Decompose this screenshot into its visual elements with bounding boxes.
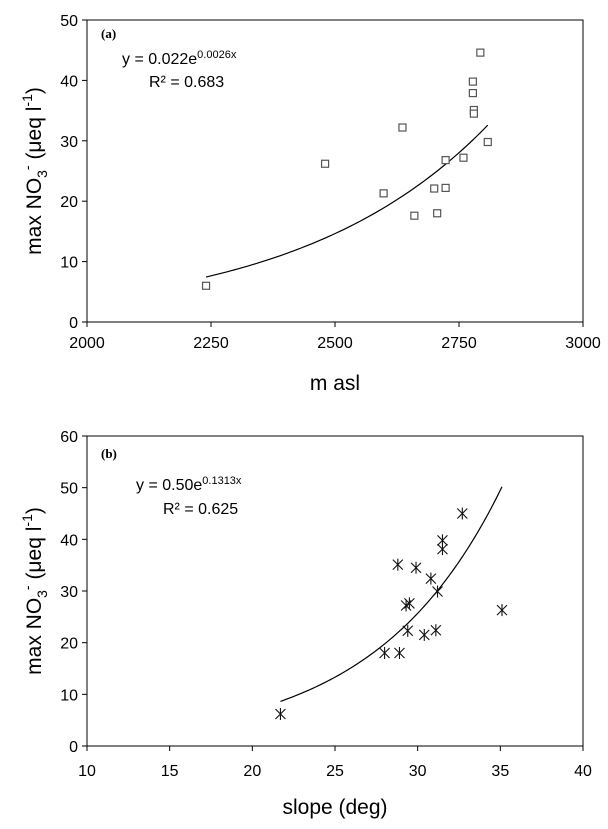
data-point <box>201 281 211 290</box>
y-tick-label: 20 <box>60 194 78 211</box>
equation-exponent: 0.0026x <box>197 49 237 61</box>
trendline <box>280 486 503 702</box>
data-point <box>441 156 450 165</box>
y-axis-title-close: ) <box>23 87 46 94</box>
y-tick-label: 50 <box>60 481 78 498</box>
x-tick-label: 10 <box>78 763 96 780</box>
y-tick-label: 10 <box>60 255 78 272</box>
y-axis-title-base: max NO <box>23 598 46 675</box>
data-point <box>459 153 468 162</box>
data-point <box>418 628 430 641</box>
y-axis-title-sub: 3 <box>34 590 50 598</box>
equation-lhs: y = 0.50e <box>136 477 202 494</box>
data-point <box>456 507 468 520</box>
data-point <box>394 647 405 659</box>
panel-label: (b) <box>101 446 117 461</box>
data-point <box>468 88 477 98</box>
y-axis-title-base: max NO <box>23 178 46 255</box>
data-point <box>483 137 492 147</box>
x-tick-label: 2500 <box>317 335 353 352</box>
y-tick-label: 30 <box>60 134 78 151</box>
trendline <box>205 124 489 278</box>
data-point <box>410 211 419 220</box>
y-axis-title-close: ) <box>23 507 46 514</box>
x-axis-title: m asl <box>310 372 360 395</box>
y-tick-label: 0 <box>69 315 78 332</box>
data-point <box>433 209 442 218</box>
y-tick-label: 40 <box>60 73 78 90</box>
equation-lhs: y = 0.022e <box>122 51 197 68</box>
data-point <box>320 159 330 168</box>
data-point <box>468 77 477 86</box>
x-tick-label: 2750 <box>441 335 477 352</box>
x-tick-label: 2000 <box>69 335 105 352</box>
x-axis-title: slope (deg) <box>282 796 387 819</box>
data-point <box>432 585 443 598</box>
panel-label: (a) <box>101 26 116 41</box>
x-tick-label: 15 <box>161 763 179 780</box>
y-axis-title-unit-sup: -1 <box>19 514 35 527</box>
data-point <box>469 109 478 118</box>
r-squared-label: R² = 0.683 <box>149 74 224 91</box>
x-tick-label: 20 <box>243 763 261 780</box>
data-point <box>496 604 508 617</box>
y-tick-label: 40 <box>60 532 78 549</box>
trendline-equation: y = 0.022e0.0026x <box>122 49 237 68</box>
data-point <box>476 48 485 57</box>
y-tick-label: 10 <box>60 687 78 704</box>
data-point <box>402 624 414 637</box>
x-tick-label: 30 <box>409 763 427 780</box>
equation-exponent: 0.1313x <box>202 475 242 487</box>
data-point <box>410 561 422 574</box>
data-point <box>441 183 450 193</box>
x-tick-label: 35 <box>491 763 509 780</box>
trendline-equation: y = 0.50e0.1313x <box>136 475 242 494</box>
y-tick-label: 20 <box>60 636 78 653</box>
data-point <box>379 189 388 198</box>
r-squared-label: R² = 0.625 <box>163 501 238 518</box>
y-tick-label: 30 <box>60 584 78 601</box>
data-point <box>425 572 437 585</box>
y-tick-label: 60 <box>60 429 78 446</box>
y-axis-title: max NO3- (μeq l-1) <box>19 87 50 255</box>
y-axis-title-unit: (μeq l <box>23 107 46 166</box>
data-point <box>437 543 448 556</box>
x-tick-label: 3000 <box>565 335 601 352</box>
y-axis-title-sup: - <box>19 165 35 170</box>
y-tick-label: 50 <box>60 13 78 30</box>
data-point <box>379 647 390 659</box>
x-tick-label: 2250 <box>193 335 229 352</box>
data-point <box>404 597 415 610</box>
data-point <box>430 184 439 193</box>
y-axis-title-unit: (μeq l <box>23 527 46 586</box>
y-axis-title-sub: 3 <box>34 170 50 178</box>
data-point <box>430 624 442 637</box>
data-point <box>275 707 286 720</box>
data-point <box>398 123 407 132</box>
y-axis-title-sup: - <box>19 585 35 590</box>
y-axis-title-unit-sup: -1 <box>19 94 35 107</box>
x-tick-label: 40 <box>574 763 592 780</box>
data-point <box>392 558 404 571</box>
x-tick-label: 25 <box>326 763 344 780</box>
y-tick-label: 0 <box>69 739 78 756</box>
panel-a: 2000 2250 2500 2750 3000 0 10 20 30 40 50 m asl max … <box>19 13 601 395</box>
y-axis-title: max NO3- (μeq l-1) <box>19 507 50 675</box>
